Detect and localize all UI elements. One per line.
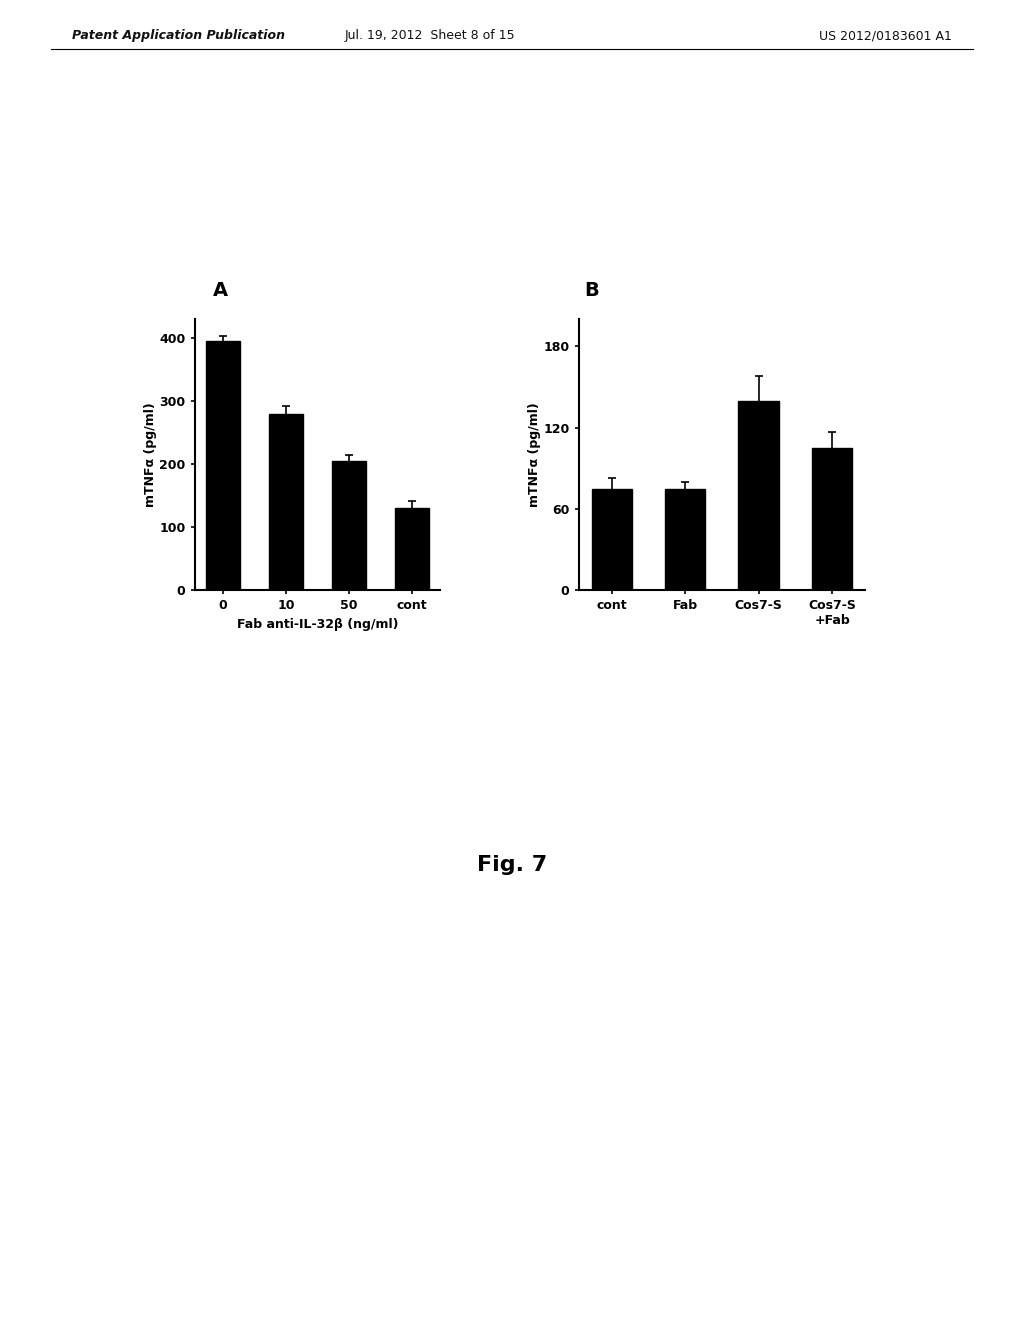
Y-axis label: mTNFα (pg/ml): mTNFα (pg/ml) xyxy=(527,403,541,507)
Bar xyxy=(332,461,367,590)
Text: Jul. 19, 2012  Sheet 8 of 15: Jul. 19, 2012 Sheet 8 of 15 xyxy=(345,29,515,42)
Bar xyxy=(738,400,779,590)
Bar xyxy=(206,342,241,590)
Text: Patent Application Publication: Patent Application Publication xyxy=(72,29,285,42)
Text: B: B xyxy=(585,281,599,300)
Text: US 2012/0183601 A1: US 2012/0183601 A1 xyxy=(819,29,952,42)
Text: A: A xyxy=(213,281,227,300)
Bar xyxy=(812,447,852,590)
Bar xyxy=(268,414,303,590)
X-axis label: Fab anti-IL-32β (ng/ml): Fab anti-IL-32β (ng/ml) xyxy=(237,618,398,631)
Bar xyxy=(665,488,706,590)
Bar xyxy=(592,488,632,590)
Text: Fig. 7: Fig. 7 xyxy=(477,854,547,875)
Bar xyxy=(394,508,429,590)
Y-axis label: mTNFα (pg/ml): mTNFα (pg/ml) xyxy=(143,403,157,507)
